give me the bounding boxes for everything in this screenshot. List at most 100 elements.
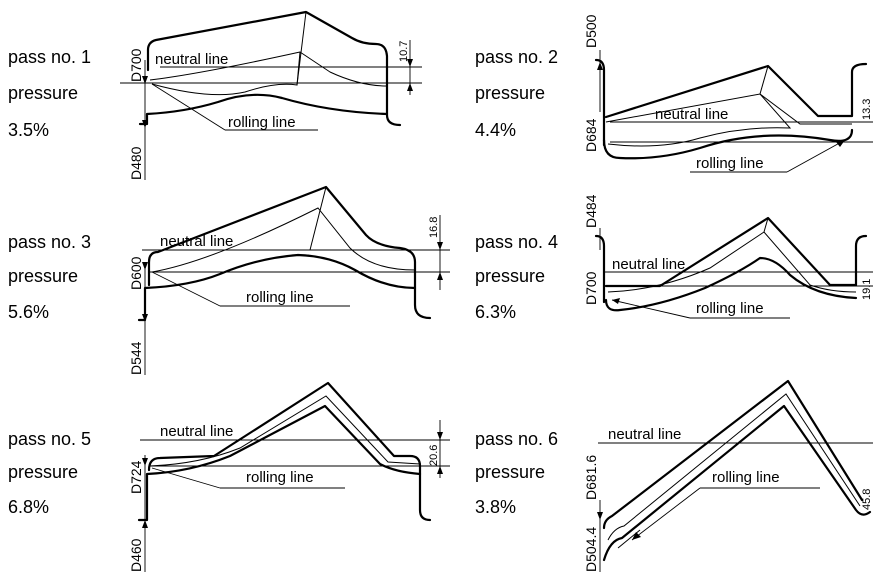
- pass-1-offset: 10.7: [398, 41, 410, 62]
- pass-5-d-bottom: D460: [128, 538, 144, 572]
- pass-4-pressure-value: 6.3%: [475, 302, 517, 322]
- pass-2-middle-line: [607, 93, 792, 147]
- pass-2-offset: 13.3: [861, 99, 873, 120]
- pass-1-arrow-top: [142, 76, 148, 84]
- pass-4-rolling-text: rolling line: [696, 300, 764, 317]
- pass-6-profile: neutral line rolling line D681.6 D504.4 …: [583, 379, 873, 572]
- pass-2-rolling-leader: [786, 139, 846, 173]
- pass-3-d-top: D600: [128, 256, 144, 290]
- pass-1-offset-arrow-b: [407, 83, 413, 91]
- pass-5-title: pass no. 5: [8, 429, 92, 449]
- pass-6-title: pass no. 6: [475, 429, 559, 449]
- pass-5-upper-roll: [147, 381, 432, 522]
- pass-6-d-top: D681.6: [583, 455, 599, 500]
- pass-4-profile: neutral line rolling line D484 D700 19.1: [583, 194, 873, 319]
- pass-2-pressure-label: pressure: [475, 83, 546, 103]
- pass-5-rolling-leader: [151, 467, 221, 489]
- pass-5-lower-roll: [137, 404, 422, 522]
- pass-6-d-bottom: D504.4: [583, 527, 599, 572]
- pass-1-pressure-label: pressure: [8, 83, 79, 103]
- pass-1-middle-line: [151, 51, 301, 96]
- pass-1-d-top: D700: [128, 48, 144, 82]
- pass-1-lower-roll: [138, 93, 389, 126]
- pass-1-rolling-leader: [151, 83, 226, 131]
- pass-4-leader-arrow: [612, 298, 620, 304]
- pass-2-outer-left: [594, 58, 606, 147]
- pass-4-d-top: D484: [583, 194, 599, 228]
- pass-3-neutral-text: neutral line: [160, 233, 233, 250]
- pass-6-neutral-text: neutral line: [608, 426, 681, 443]
- pass-1-profile: neutral line rolling line D700 D480 10.7: [120, 10, 422, 180]
- pass-3-offset-arrow-a: [437, 242, 443, 250]
- pass-5-d-top: D724: [128, 460, 144, 494]
- pass-3-profile: neutral line rolling line D600 D544 16.8: [128, 185, 450, 375]
- pass-1-upper-roll: [146, 10, 402, 127]
- pass-2-vertex-line: [759, 65, 769, 95]
- pass-1-arrow-bottom: [142, 120, 148, 128]
- pass-3-arrow-a: [142, 262, 148, 270]
- pass-2-d-bottom: D684: [583, 118, 599, 152]
- pass-4-upper-roll: [604, 216, 868, 288]
- pass-1-rolling-text: rolling line: [228, 114, 296, 131]
- pass-5-inner-line: [149, 395, 421, 467]
- pass-4-title: pass no. 4: [475, 232, 559, 252]
- pass-5-profile: neutral line rolling line D724 D460 20.6: [128, 381, 450, 572]
- pass-3-pressure-label: pressure: [8, 266, 79, 286]
- pass-1-neutral-text: neutral line: [155, 51, 228, 68]
- pass-4-rolling-leader: [611, 299, 691, 319]
- pass-6-offset: 45.8: [861, 489, 873, 510]
- pass-4-vertex-line: [763, 217, 769, 233]
- pass-3-upper-roll: [147, 185, 432, 320]
- pass-6-pressure-value: 3.8%: [475, 497, 517, 517]
- pass-6-pressure-label: pressure: [475, 462, 546, 482]
- pass-6-inner-line: [607, 393, 861, 541]
- pass-6-rolling-leader: [631, 487, 701, 541]
- pass-5-offset-arrow-a: [437, 432, 443, 440]
- pass-1-d-bottom: D480: [128, 146, 144, 180]
- pass-6-lower-roll: [602, 404, 872, 562]
- pass-1-offset-arrow-a: [407, 59, 413, 67]
- pass-2-neutral-text: neutral line: [655, 106, 728, 123]
- pass-2-pressure-value: 4.4%: [475, 120, 517, 140]
- pass-5-arrow-a: [142, 458, 148, 466]
- pass-2-d-top: D500: [583, 14, 599, 48]
- pass-3-title: pass no. 3: [8, 232, 92, 252]
- pass-1-inner-line: [149, 51, 388, 87]
- pass-1-pressure-value: 3.5%: [8, 120, 50, 140]
- pass-5-arrow-b: [142, 520, 148, 528]
- pass-5-pressure-label: pressure: [8, 462, 79, 482]
- pass-4-inner-line: [607, 231, 857, 293]
- pass-5-neutral-text: neutral line: [160, 423, 233, 440]
- pass-2-rolling-text: rolling line: [696, 155, 764, 172]
- pass-4-outer-left: [594, 234, 606, 304]
- pass-5-rolling-text: rolling line: [246, 469, 314, 486]
- pass-3-lower-roll: [137, 253, 417, 322]
- pass-4-pressure-label: pressure: [475, 266, 546, 286]
- pass-6-arrow: [597, 512, 603, 520]
- pass-3-inner-line: [151, 207, 416, 273]
- pass-3-pressure-value: 5.6%: [8, 302, 50, 322]
- pass-3-rolling-leader: [151, 271, 221, 307]
- pass-3-rolling-text: rolling line: [246, 289, 314, 306]
- pass-5-offset: 20.6: [428, 445, 440, 466]
- pass-2-profile: neutral line rolling line D500 D684 13.3: [583, 14, 873, 173]
- pass-5-pressure-value: 6.8%: [8, 497, 50, 517]
- pass-2-leader-arrow: [836, 140, 845, 147]
- pass-2-arrow-top: [597, 62, 603, 70]
- pass-1-vertex-line: [296, 11, 307, 86]
- pass-2-title: pass no. 2: [475, 47, 559, 67]
- pass-6-rolling-text: rolling line: [712, 469, 780, 486]
- pass-4-lower-roll: [604, 256, 858, 312]
- pass-1-title: pass no. 1: [8, 47, 92, 67]
- pass-4-d-bottom: D700: [583, 271, 599, 305]
- pass-3-d-bottom: D544: [128, 341, 144, 375]
- pass-6-leader-arrow: [632, 532, 641, 540]
- pass-3-arrow-b: [142, 314, 148, 322]
- pass-2-lower-roll: [602, 128, 854, 160]
- pass-4-neutral-text: neutral line: [612, 256, 685, 273]
- pass-3-middle-line: [309, 186, 327, 251]
- pass-6-upper-roll: [602, 379, 864, 530]
- pass-4-offset: 19.1: [861, 279, 873, 300]
- pass-2-upper-roll: [604, 62, 868, 119]
